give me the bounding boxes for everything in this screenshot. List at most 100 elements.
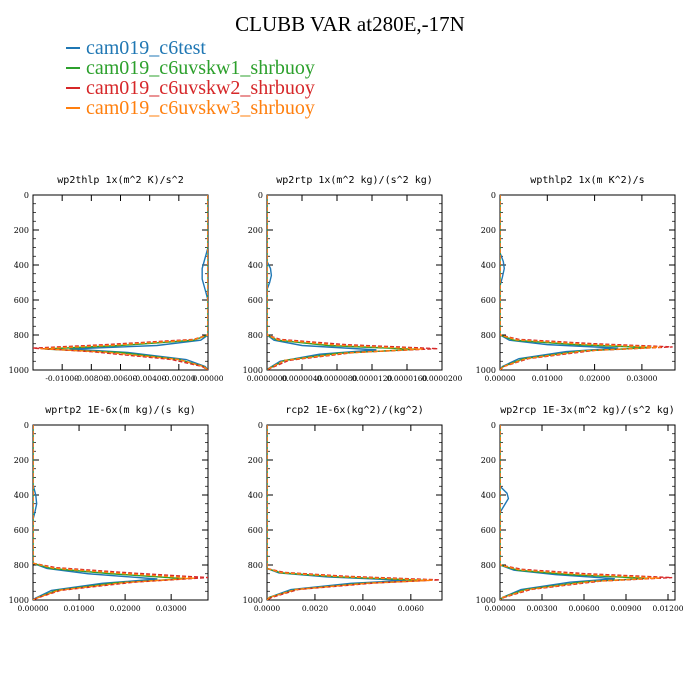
x-tick-label: 0.0020 (302, 604, 328, 613)
legend-entry: cam019_c6uvskw1_shrbuoy (66, 58, 315, 78)
x-tick-label: -0.00800 (75, 374, 109, 383)
legend-label: cam019_c6uvskw1_shrbuoy (86, 57, 315, 79)
legend-swatch (66, 106, 80, 109)
chart-panel: rcp2 1E-6x(kg^2)/(kg^2) 0 200 400 600 800 1000… (243, 405, 443, 613)
y-tick-label: 400 (248, 261, 263, 270)
x-tick-label: 0.00900 (610, 604, 641, 613)
chart-panel: wp2thlp 1x(m^2 K)/s^2 0 200 400 600 800 1000 -0… (9, 175, 224, 383)
series-line (500, 425, 673, 600)
x-tick-label: 0.02000 (110, 604, 141, 613)
series-line (33, 195, 208, 370)
series-line (500, 195, 673, 370)
y-tick-label: 400 (14, 261, 29, 270)
chart-panel: wprtp2 1E-6x(m kg)/(s kg) 0 200 400 600 800 10… (9, 405, 209, 613)
series-line (500, 425, 648, 600)
panel-title: wp2rtp 1x(m^2 kg)/(s^2 kg) (276, 175, 433, 186)
x-tick-label: 0.00300 (526, 604, 557, 613)
y-tick-label: 0 (24, 421, 29, 430)
x-tick-label: 0.01000 (532, 374, 563, 383)
series-line (69, 195, 208, 370)
series-line (267, 425, 426, 600)
x-tick-label: 0.00000 (484, 604, 515, 613)
x-tick-label: -0.00600 (104, 374, 138, 383)
x-tick-label: 0.00600 (568, 604, 599, 613)
x-tick-label: 0.0000040 (282, 374, 323, 383)
x-tick-label: 0.0040 (350, 604, 376, 613)
series-line (500, 195, 619, 370)
x-tick-label: 0.00000 (17, 604, 48, 613)
x-tick-label: 0.01000 (64, 604, 95, 613)
legend-entry: cam019_c6uvskw3_shrbuoy (66, 98, 315, 118)
legend-label: cam019_c6uvskw2_shrbuoy (86, 77, 315, 99)
legend: cam019_c6test cam019_c6uvskw1_shrbuoy ca… (66, 38, 315, 118)
chart-panel: wp2rtp 1x(m^2 kg)/(s^2 kg) 0 200 400 600 800 1… (243, 175, 463, 383)
y-tick-label: 400 (481, 261, 496, 270)
series-line (500, 195, 661, 370)
x-tick-label: 0.0000000 (247, 374, 288, 383)
y-tick-label: 800 (248, 331, 263, 340)
y-tick-label: 200 (248, 456, 263, 465)
panel-title: wp2rcp 1E-3x(m^2 kg)/(s^2 kg) (500, 405, 675, 416)
y-tick-label: 600 (481, 296, 496, 305)
y-tick-label: 400 (14, 491, 29, 500)
x-tick-label: 0.00000 (484, 374, 515, 383)
panel-title: wprtp2 1E-6x(m kg)/(s kg) (45, 405, 196, 416)
y-tick-label: 800 (14, 331, 29, 340)
y-tick-label: 200 (481, 456, 496, 465)
x-tick-label: 0.02000 (579, 374, 610, 383)
legend-entry: cam019_c6uvskw2_shrbuoy (66, 78, 315, 98)
y-tick-label: 200 (14, 226, 29, 235)
panel-title: wpthlp2 1x(m K^2)/s (530, 175, 644, 186)
y-tick-label: 600 (248, 296, 263, 305)
y-tick-label: 0 (491, 421, 496, 430)
chart-panel: wpthlp2 1x(m K^2)/s 0 200 400 600 800 10000.00… (476, 175, 676, 383)
x-tick-label: 0.0000120 (352, 374, 393, 383)
x-tick-label: -0.01000 (45, 374, 79, 383)
x-tick-label: 0.03000 (626, 374, 657, 383)
y-tick-label: 600 (248, 526, 263, 535)
series-line (500, 425, 660, 600)
series-line (267, 195, 423, 370)
y-tick-label: 0 (258, 421, 263, 430)
x-tick-label: 0.0000200 (422, 374, 463, 383)
y-tick-label: 0 (491, 191, 496, 200)
figure-title: CLUBB VAR at280E,-17N (235, 12, 465, 36)
y-tick-label: 200 (481, 226, 496, 235)
x-tick-label: -0.00200 (162, 374, 196, 383)
legend-entry: cam019_c6test (66, 38, 315, 58)
x-tick-label: -0.00400 (133, 374, 167, 383)
legend-swatch (66, 66, 80, 69)
y-tick-label: 0 (258, 191, 263, 200)
y-tick-label: 800 (248, 561, 263, 570)
y-tick-label: 1000 (476, 366, 496, 375)
x-tick-label: 0.0000080 (317, 374, 358, 383)
y-tick-label: 1000 (9, 596, 29, 605)
y-tick-label: 400 (248, 491, 263, 500)
series-line (33, 425, 195, 600)
y-tick-label: 200 (14, 456, 29, 465)
y-tick-label: 800 (481, 331, 496, 340)
y-tick-label: 1000 (476, 596, 496, 605)
y-tick-label: 800 (14, 561, 29, 570)
series-line (40, 195, 208, 370)
legend-swatch (66, 86, 80, 89)
y-tick-label: 600 (14, 526, 29, 535)
y-tick-label: 600 (481, 526, 496, 535)
y-tick-label: 800 (481, 561, 496, 570)
y-tick-label: 1000 (243, 366, 263, 375)
y-tick-label: 1000 (9, 366, 29, 375)
y-tick-label: 400 (481, 491, 496, 500)
y-tick-label: 1000 (243, 596, 263, 605)
legend-swatch (66, 46, 80, 49)
y-tick-label: 200 (248, 226, 263, 235)
series-line (267, 425, 433, 600)
legend-label: cam019_c6uvskw3_shrbuoy (86, 97, 315, 119)
x-tick-label: 0.0000 (254, 604, 280, 613)
x-tick-label: 0.0060 (398, 604, 424, 613)
x-tick-label: 0.01200 (652, 604, 683, 613)
panel-title: wp2thlp 1x(m^2 K)/s^2 (57, 175, 183, 186)
series-line (33, 425, 158, 600)
x-tick-label: 0.00000 (192, 374, 223, 383)
y-tick-label: 0 (24, 191, 29, 200)
